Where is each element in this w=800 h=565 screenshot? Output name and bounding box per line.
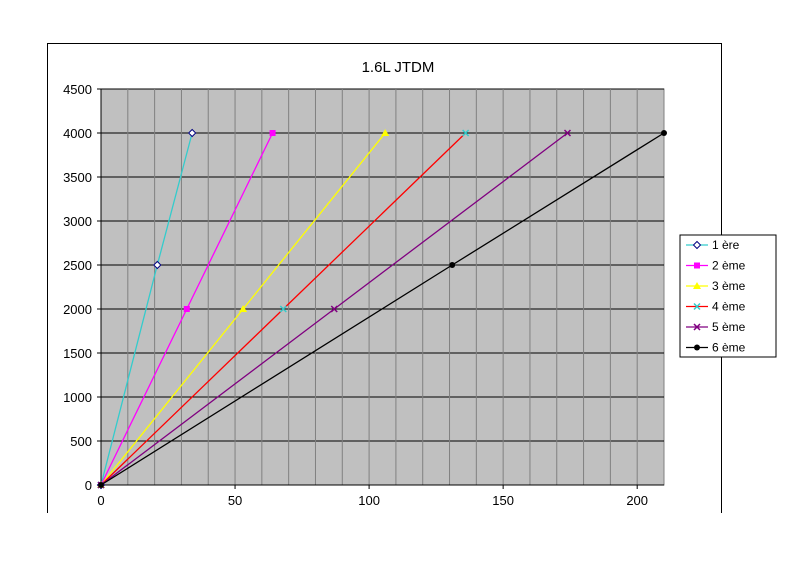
x-tick-label: 200 xyxy=(626,493,648,508)
data-point xyxy=(279,305,287,313)
x-tick-label: 50 xyxy=(228,493,242,508)
legend-label: 5 ème xyxy=(712,320,746,334)
plot-area xyxy=(100,88,665,486)
data-point xyxy=(381,129,390,136)
data-point xyxy=(661,130,667,136)
x-tick-label: 150 xyxy=(492,493,514,508)
data-point xyxy=(462,129,470,137)
legend-entry: 6 ème xyxy=(686,341,746,355)
legend: 1 ère 2 ème 3 ème 4 ème 5 ème 6 ème xyxy=(679,234,777,358)
y-tick-label: 3500 xyxy=(63,170,92,185)
legend-label: 2 ème xyxy=(712,259,746,273)
data-point xyxy=(269,130,276,136)
legend-entry: 3 ème xyxy=(686,279,746,293)
legend-label: 4 ème xyxy=(712,300,746,314)
legend-label: 3 ème xyxy=(712,279,746,293)
data-point xyxy=(239,305,248,312)
legend-entry: 2 ème xyxy=(686,259,746,273)
data-point xyxy=(153,260,162,270)
series-lines xyxy=(96,128,667,490)
y-tick-label: 0 xyxy=(85,478,92,493)
y-tick-label: 3000 xyxy=(63,214,92,229)
data-point xyxy=(693,323,701,331)
data-point xyxy=(330,305,338,313)
legend-entry: 4 ème xyxy=(686,300,746,314)
y-tick-label: 1000 xyxy=(63,390,92,405)
y-tick-label: 2000 xyxy=(63,302,92,317)
data-point xyxy=(693,302,701,311)
data-point xyxy=(183,306,190,312)
y-tick-label: 4000 xyxy=(63,126,92,141)
axes: 0 500 1000 1500 2000 2500 3000 3500 4000 4500 0 50 1… xyxy=(63,82,664,508)
data-point xyxy=(187,128,197,138)
legend-entry: 1 ère xyxy=(686,238,740,252)
chart-title: 1.6L JTDM xyxy=(362,59,435,76)
y-tick-label: 1500 xyxy=(63,346,92,361)
data-point xyxy=(98,482,104,488)
legend-entry: 5 ème xyxy=(686,320,746,334)
data-point xyxy=(694,344,700,351)
y-tick-label: 4500 xyxy=(63,82,92,97)
legend-label: 1 ère xyxy=(712,238,740,252)
data-point xyxy=(692,240,702,250)
series xyxy=(98,130,667,488)
legend-box xyxy=(679,234,777,358)
y-tick-label: 2500 xyxy=(63,258,92,273)
data-point xyxy=(693,282,701,289)
x-tick-label: 100 xyxy=(358,493,380,508)
data-point xyxy=(694,262,700,269)
data-point xyxy=(563,129,572,137)
legend-label: 6 ème xyxy=(712,341,746,355)
y-tick-label: 500 xyxy=(70,434,92,449)
x-tick-label: 0 xyxy=(97,493,104,508)
data-point xyxy=(449,262,456,268)
